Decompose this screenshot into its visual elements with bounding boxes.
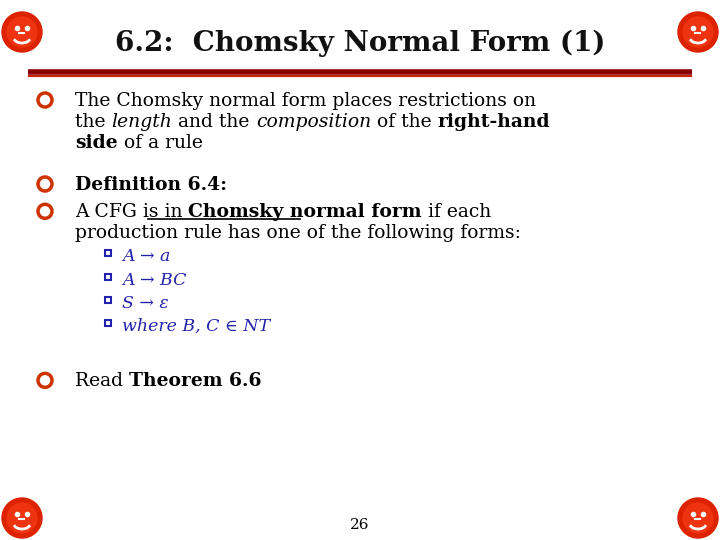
- Text: if each: if each: [422, 203, 491, 221]
- Text: the: the: [75, 113, 112, 131]
- Text: Theorem 6.6: Theorem 6.6: [129, 373, 261, 390]
- Text: A → a: A → a: [122, 248, 171, 266]
- Circle shape: [2, 12, 42, 52]
- Text: composition: composition: [256, 113, 371, 131]
- Bar: [105, 296, 111, 302]
- Text: where B, C ∈ NT: where B, C ∈ NT: [122, 318, 270, 335]
- Text: and the: and the: [172, 113, 256, 131]
- Bar: [105, 251, 111, 256]
- Text: 6.2:  Chomsky Normal Form (1): 6.2: Chomsky Normal Form (1): [114, 30, 606, 57]
- Circle shape: [683, 17, 713, 47]
- Text: A CFG is in: A CFG is in: [75, 203, 189, 221]
- Text: side: side: [75, 134, 117, 152]
- Text: The Chomsky normal form places restrictions on: The Chomsky normal form places restricti…: [75, 92, 536, 110]
- Text: A → BC: A → BC: [122, 272, 186, 288]
- Circle shape: [2, 498, 42, 538]
- Text: 26: 26: [350, 518, 370, 532]
- Text: Definition 6.4:: Definition 6.4:: [75, 176, 227, 194]
- Text: Read: Read: [75, 373, 129, 390]
- Bar: [105, 274, 111, 280]
- Text: production rule has one of the following forms:: production rule has one of the following…: [75, 224, 521, 242]
- Text: right-hand: right-hand: [438, 113, 550, 131]
- Bar: [105, 320, 111, 326]
- Circle shape: [678, 12, 718, 52]
- Text: of the: of the: [371, 113, 438, 131]
- Circle shape: [678, 498, 718, 538]
- Circle shape: [7, 503, 37, 533]
- Text: length: length: [112, 113, 172, 131]
- Text: of a rule: of a rule: [117, 134, 202, 152]
- Text: Chomsky normal form: Chomsky normal form: [189, 203, 422, 221]
- Text: S → ε: S → ε: [122, 295, 168, 312]
- Circle shape: [7, 17, 37, 47]
- Circle shape: [683, 503, 713, 533]
